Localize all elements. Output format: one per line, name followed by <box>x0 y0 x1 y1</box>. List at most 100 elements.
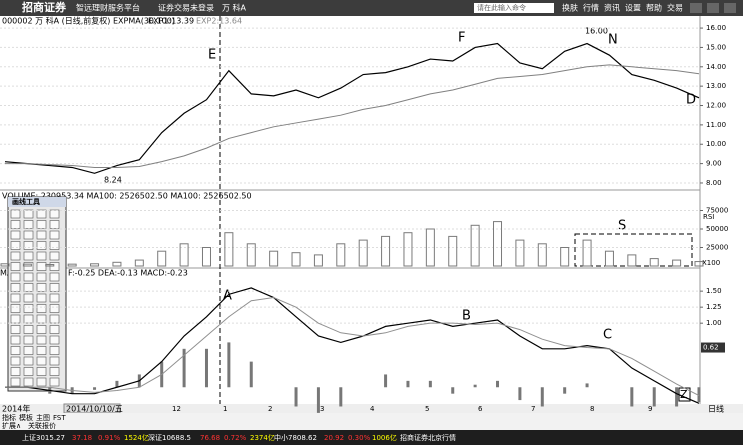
tool-icon[interactable] <box>23 346 34 355</box>
tool-icon[interactable] <box>10 262 21 271</box>
tab[interactable]: 模板 <box>19 413 33 422</box>
tool-icon[interactable] <box>49 346 60 355</box>
rsi-button[interactable]: RSI <box>703 213 714 221</box>
month-label: 4 <box>370 405 375 413</box>
tool-icon[interactable] <box>23 304 34 313</box>
status-item: 0.91% <box>98 434 121 442</box>
tool-icon[interactable] <box>36 325 47 334</box>
tool-icon[interactable] <box>36 356 47 366</box>
tool-icon[interactable] <box>23 356 34 366</box>
tool-icon[interactable] <box>23 262 34 271</box>
menu-item[interactable]: 设置 <box>625 3 641 13</box>
tool-icon[interactable] <box>23 335 34 345</box>
tab[interactable]: FST <box>53 414 66 422</box>
month-label: 7 <box>531 405 535 413</box>
tool-icon[interactable] <box>49 304 60 313</box>
tool-icon[interactable] <box>49 314 60 324</box>
tool-icon[interactable] <box>23 367 34 376</box>
tool-icon[interactable] <box>36 272 47 282</box>
tool-icon[interactable] <box>23 314 34 324</box>
tool-icon[interactable] <box>36 230 47 240</box>
tool-icon[interactable] <box>49 293 60 303</box>
tool-icon[interactable] <box>36 283 47 292</box>
tool-icon[interactable] <box>23 209 34 219</box>
tool-icon[interactable] <box>10 241 21 250</box>
tool-icon[interactable] <box>49 335 60 345</box>
tool-icon[interactable] <box>49 283 60 292</box>
tool-icon[interactable] <box>36 304 47 313</box>
tool-icon[interactable] <box>23 283 34 292</box>
tool-icon[interactable] <box>10 356 21 366</box>
tool-icon[interactable] <box>36 262 47 271</box>
tool-icon[interactable] <box>36 367 47 376</box>
window-button[interactable] <box>724 3 736 13</box>
y-tick-label: 15.00 <box>706 43 726 51</box>
volume-bar <box>90 263 100 267</box>
tool-icon[interactable] <box>10 283 21 292</box>
tool-icon[interactable] <box>23 230 34 240</box>
tool-icon[interactable] <box>10 335 21 345</box>
tool-icon[interactable] <box>10 220 21 229</box>
tab[interactable]: 关联报价 <box>28 421 56 430</box>
tool-icon[interactable] <box>10 209 21 219</box>
tool-icon[interactable] <box>10 325 21 334</box>
tool-icon[interactable] <box>36 209 47 219</box>
tool-icon[interactable] <box>49 272 60 282</box>
menu-item[interactable]: 帮助 <box>646 3 662 13</box>
trade-status[interactable]: 证券交易未登录 <box>158 3 214 13</box>
tool-icon[interactable] <box>49 356 60 366</box>
status-item: 深证10688.5 <box>148 433 191 442</box>
tool-icon[interactable] <box>10 251 21 261</box>
tool-icon[interactable] <box>23 251 34 261</box>
tool-icon[interactable] <box>10 293 21 303</box>
tool-icon[interactable] <box>23 241 34 250</box>
tool-icon[interactable] <box>10 346 21 355</box>
tool-icon[interactable] <box>49 377 60 387</box>
tool-icon[interactable] <box>49 230 60 240</box>
window-button[interactable] <box>707 3 719 13</box>
tool-icon[interactable] <box>23 377 34 387</box>
tool-icon[interactable] <box>49 220 60 229</box>
tool-icon[interactable] <box>36 335 47 345</box>
window-button[interactable] <box>690 3 702 13</box>
tool-icon[interactable] <box>10 272 21 282</box>
tool-icon[interactable] <box>36 220 47 229</box>
tool-icon[interactable] <box>36 346 47 355</box>
period-label[interactable]: 日线 <box>708 404 724 414</box>
menu-item[interactable]: 行情 <box>583 3 599 13</box>
tool-icon[interactable] <box>49 262 60 271</box>
tool-icon[interactable] <box>23 325 34 334</box>
tool-icon[interactable] <box>10 314 21 324</box>
tool-icon[interactable] <box>36 293 47 303</box>
tool-icon[interactable] <box>23 293 34 303</box>
tool-icon[interactable] <box>23 220 34 229</box>
current-value-box <box>701 342 725 353</box>
menu-item[interactable]: 资讯 <box>604 3 620 13</box>
volume-bar <box>291 252 301 267</box>
tool-icon[interactable] <box>10 230 21 240</box>
tool-icon[interactable] <box>36 241 47 250</box>
tool-icon[interactable] <box>49 241 60 250</box>
tool-icon[interactable] <box>10 304 21 313</box>
tool-icon[interactable] <box>49 325 60 334</box>
y-tick-label: 8.00 <box>706 179 722 187</box>
tab[interactable]: 指标 <box>2 413 16 422</box>
y-tick-label: 1.25 <box>706 303 722 311</box>
tool-icon[interactable] <box>49 209 60 219</box>
tool-icon[interactable] <box>10 367 21 376</box>
tab[interactable]: 主图 <box>36 413 50 422</box>
tool-icon[interactable] <box>49 367 60 376</box>
tab[interactable]: 扩展∧ <box>2 421 21 430</box>
tool-icon[interactable] <box>36 314 47 324</box>
status-item: 1524亿 <box>124 433 149 442</box>
tool-icon[interactable] <box>49 251 60 261</box>
menu-item[interactable]: 换肤 <box>562 3 578 13</box>
annotation: F <box>458 31 465 46</box>
tool-icon[interactable] <box>36 251 47 261</box>
menu-item[interactable]: 交易 <box>667 3 683 13</box>
tool-icon[interactable] <box>10 377 21 387</box>
search-box[interactable] <box>474 3 554 13</box>
tool-icon[interactable] <box>36 377 47 387</box>
tool-icon[interactable] <box>23 272 34 282</box>
selection-box <box>574 233 693 267</box>
